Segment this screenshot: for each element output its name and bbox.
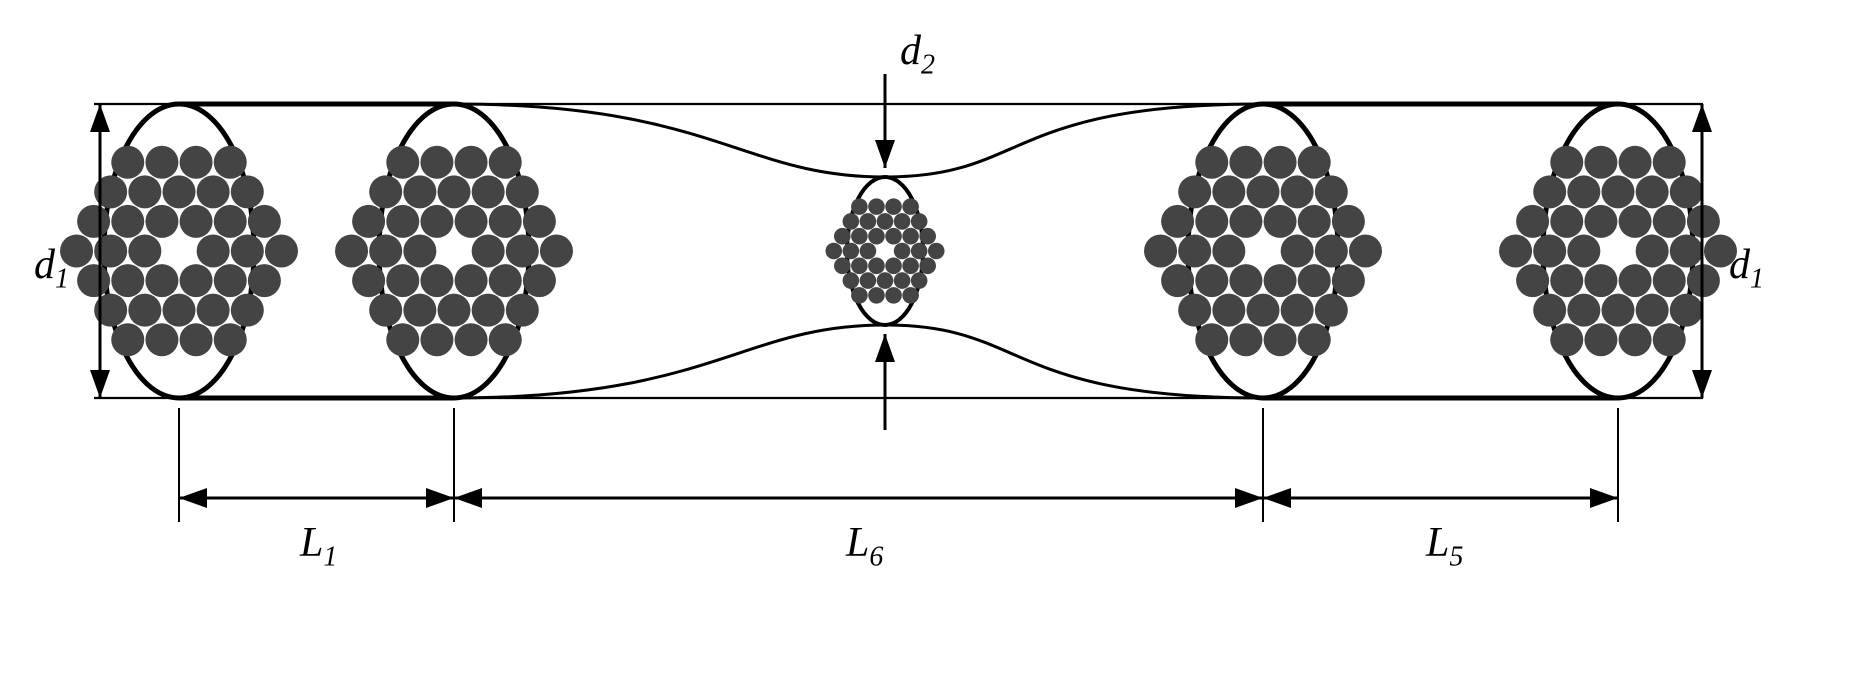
label-L1: L1 [300, 519, 337, 573]
diagram-svg [0, 0, 1864, 676]
label-d1-left: d1 [34, 241, 69, 295]
diagram-canvas: d1 d1 d2 L1 L6 L5 [0, 0, 1864, 676]
label-L5: L5 [1426, 519, 1463, 573]
label-d2: d2 [900, 27, 935, 81]
label-d1-right: d1 [1729, 241, 1764, 295]
label-L6: L6 [846, 519, 883, 573]
